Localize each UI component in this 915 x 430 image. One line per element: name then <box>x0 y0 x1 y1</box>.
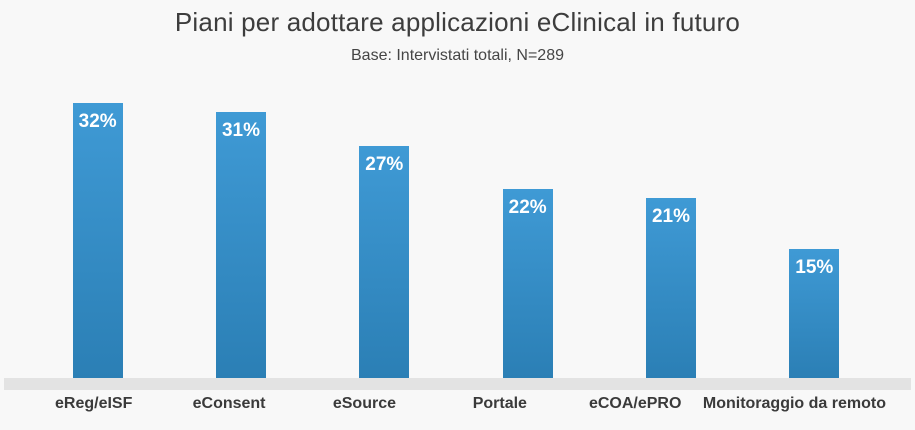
x-axis-category-label: Portale <box>472 395 527 412</box>
bar-value-label: 22% <box>508 197 547 218</box>
bar-value-label: 31% <box>221 120 260 141</box>
chart-subtitle: Base: Intervistati totali, N=289 <box>351 47 564 64</box>
bar-column: 27% <box>313 146 456 378</box>
plot-area: 32% 31% 27% 22% 21% 15% <box>26 103 886 378</box>
bar-value-label: 27% <box>365 154 404 175</box>
bar-value-label: 21% <box>651 206 690 227</box>
bar-column: 22% <box>456 189 599 378</box>
x-axis-category-label: eReg/eISF <box>55 395 133 412</box>
x-axis-category-label: Monitoraggio da remoto <box>702 395 886 412</box>
x-axis-category-label: eConsent <box>192 395 266 412</box>
x-axis-labels: eReg/eISF eConsent eSource Portale eCOA/ePRO… <box>26 395 886 413</box>
bar-column: 32% <box>26 103 169 378</box>
x-axis-line <box>4 378 911 390</box>
bar-value-label: 32% <box>78 111 117 132</box>
bar-column: 15% <box>743 249 886 378</box>
x-axis-category-label: eCOA/ePRO <box>588 395 682 412</box>
bar: 27% <box>359 146 410 378</box>
x-axis-category-label: eSource <box>332 395 396 412</box>
bar-value-label: 15% <box>795 257 834 278</box>
bar: 32% <box>72 103 123 378</box>
bar: 22% <box>502 189 553 378</box>
bar: 15% <box>789 249 840 378</box>
bar-column: 21% <box>599 198 742 378</box>
bar: 31% <box>215 112 266 378</box>
bar: 21% <box>645 198 696 378</box>
chart-title: Piani per adottare applicazioni eClinica… <box>174 7 741 37</box>
bar-column: 31% <box>169 112 312 378</box>
